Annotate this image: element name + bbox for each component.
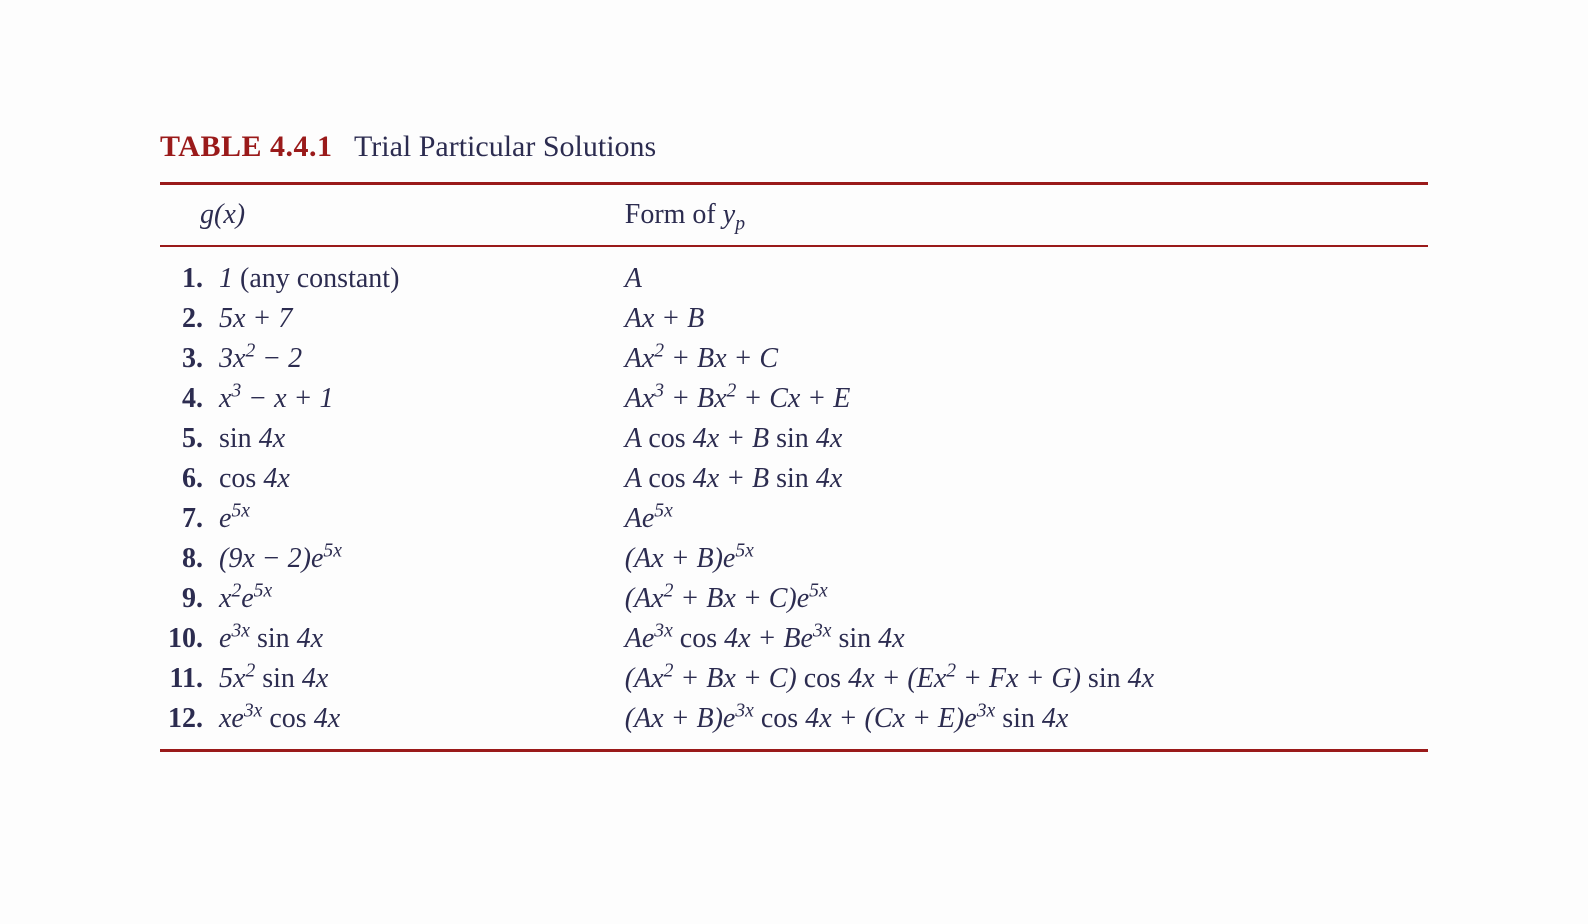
row-gx: 5x + 7 [211, 299, 617, 339]
row-yp: A cos 4x + B sin 4x [617, 419, 1428, 459]
solutions-table: g(x) Form of yp 1.1 (any constant)A2.5x … [160, 182, 1428, 752]
col-header-g-text: g(x) [200, 199, 245, 230]
row-gx: e5x [211, 499, 617, 539]
table-row: 11.5x2 sin 4x(Ax2 + Bx + C) cos 4x + (Ex… [160, 659, 1428, 699]
row-number: 6. [160, 459, 211, 499]
row-yp: Ax + B [617, 299, 1428, 339]
table-label: TABLE 4.4.1 [160, 130, 332, 163]
row-yp: Ax2 + Bx + C [617, 339, 1428, 379]
table-row: 3.3x2 − 2Ax2 + Bx + C [160, 339, 1428, 379]
row-gx: sin 4x [211, 419, 617, 459]
table-row: 9.x2e5x(Ax2 + Bx + C)e5x [160, 579, 1428, 619]
table-row: 7.e5xAe5x [160, 499, 1428, 539]
row-gx: e3x sin 4x [211, 619, 617, 659]
row-number: 1. [160, 246, 211, 299]
row-gx: 3x2 − 2 [211, 339, 617, 379]
table-row: 5.sin 4xA cos 4x + B sin 4x [160, 419, 1428, 459]
row-yp: Ae3x cos 4x + Be3x sin 4x [617, 619, 1428, 659]
col-header-yp-prefix: Form of [625, 199, 723, 230]
table-row: 2.5x + 7Ax + B [160, 299, 1428, 339]
row-number: 12. [160, 699, 211, 751]
row-number: 9. [160, 579, 211, 619]
row-gx: 1 (any constant) [211, 246, 617, 299]
table-row: 12.xe3x cos 4x(Ax + B)e3x cos 4x + (Cx +… [160, 699, 1428, 751]
row-yp: A [617, 246, 1428, 299]
row-number: 10. [160, 619, 211, 659]
row-gx: x2e5x [211, 579, 617, 619]
row-yp: (Ax + B)e3x cos 4x + (Cx + E)e3x sin 4x [617, 699, 1428, 751]
table-row: 8.(9x − 2)e5x(Ax + B)e5x [160, 539, 1428, 579]
row-yp: (Ax + B)e5x [617, 539, 1428, 579]
row-gx: x3 − x + 1 [211, 379, 617, 419]
table-row: 6.cos 4xA cos 4x + B sin 4x [160, 459, 1428, 499]
table-body: 1.1 (any constant)A2.5x + 7Ax + B3.3x2 −… [160, 246, 1428, 751]
table-header-row: g(x) Form of yp [160, 184, 1428, 247]
row-yp: (Ax2 + Bx + C) cos 4x + (Ex2 + Fx + G) s… [617, 659, 1428, 699]
row-yp: (Ax2 + Bx + C)e5x [617, 579, 1428, 619]
table-title: Trial Particular Solutions [354, 130, 656, 163]
row-gx: xe3x cos 4x [211, 699, 617, 751]
col-header-g: g(x) [160, 184, 617, 247]
row-yp: A cos 4x + B sin 4x [617, 459, 1428, 499]
row-gx: cos 4x [211, 459, 617, 499]
col-header-yp: Form of yp [617, 184, 1428, 247]
page: TABLE 4.4.1 Trial Particular Solutions g… [0, 0, 1588, 752]
row-number: 8. [160, 539, 211, 579]
row-number: 5. [160, 419, 211, 459]
row-number: 11. [160, 659, 211, 699]
col-header-yp-sub: p [735, 214, 745, 235]
table-caption: TABLE 4.4.1 Trial Particular Solutions [160, 130, 1428, 164]
row-gx: 5x2 sin 4x [211, 659, 617, 699]
row-number: 3. [160, 339, 211, 379]
table-row: 4.x3 − x + 1Ax3 + Bx2 + Cx + E [160, 379, 1428, 419]
col-header-yp-var: y [723, 199, 735, 230]
row-number: 4. [160, 379, 211, 419]
row-gx: (9x − 2)e5x [211, 539, 617, 579]
row-number: 2. [160, 299, 211, 339]
table-row: 1.1 (any constant)A [160, 246, 1428, 299]
row-yp: Ae5x [617, 499, 1428, 539]
table-row: 10.e3x sin 4xAe3x cos 4x + Be3x sin 4x [160, 619, 1428, 659]
row-number: 7. [160, 499, 211, 539]
row-yp: Ax3 + Bx2 + Cx + E [617, 379, 1428, 419]
